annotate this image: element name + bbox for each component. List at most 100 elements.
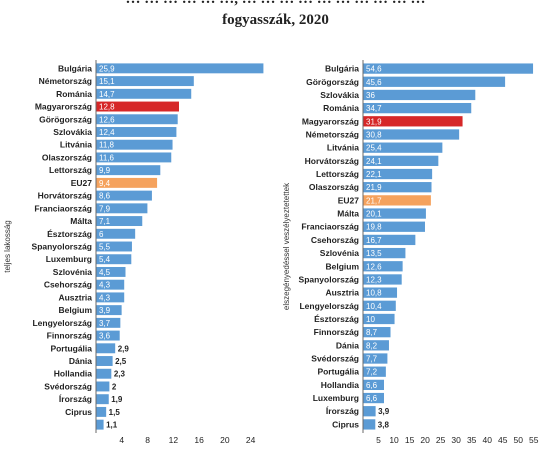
bar xyxy=(363,392,384,404)
data-label: 10,4 xyxy=(366,302,382,311)
category-label: Luxemburg xyxy=(46,254,92,264)
bar xyxy=(96,190,152,201)
category-label: Ausztria xyxy=(58,292,92,302)
category-label: Olaszország xyxy=(309,182,359,192)
x-tick-label: 30 xyxy=(451,435,461,445)
bar xyxy=(96,419,104,430)
data-label: 19,8 xyxy=(366,223,382,232)
category-label: Görögország xyxy=(39,114,92,124)
data-label: 2,3 xyxy=(114,370,126,379)
bar xyxy=(96,343,116,354)
category-label: Horvátország xyxy=(38,191,92,201)
bar xyxy=(363,327,391,338)
data-label: 20,1 xyxy=(366,210,382,219)
bar xyxy=(96,203,148,214)
bar xyxy=(96,381,110,392)
category-label: Ciprus xyxy=(332,419,359,429)
x-tick-label: 12 xyxy=(169,435,179,445)
bar xyxy=(96,101,179,112)
bar xyxy=(96,88,192,99)
data-label: 11,8 xyxy=(99,141,115,150)
data-label: 3,8 xyxy=(378,420,390,429)
data-label: 30,8 xyxy=(366,130,382,139)
category-label: Görögország xyxy=(306,77,359,87)
x-tick-label: 55 xyxy=(529,435,539,445)
bar xyxy=(96,76,194,87)
category-label: Ciprus xyxy=(65,407,92,417)
data-label: 1,1 xyxy=(106,421,118,430)
data-label: 34,7 xyxy=(366,104,382,113)
data-label: 8,7 xyxy=(366,328,378,337)
bar xyxy=(363,274,402,285)
data-label: 12,8 xyxy=(99,103,115,112)
category-label: Olaszország xyxy=(42,152,92,162)
x-tick-label: 8 xyxy=(145,435,150,445)
x-tick-label: 50 xyxy=(514,435,524,445)
data-label: 3,7 xyxy=(99,319,111,328)
bar xyxy=(96,292,125,303)
data-label: 36 xyxy=(366,91,375,100)
bar xyxy=(363,76,506,87)
category-label: EU27 xyxy=(338,195,360,205)
bar xyxy=(96,177,158,188)
y-axis-label: teljes lakosság xyxy=(3,220,12,272)
category-label: Franciaország xyxy=(301,222,359,232)
bar xyxy=(96,394,109,405)
data-label: 12,3 xyxy=(366,275,382,284)
category-label: Svédország xyxy=(44,381,92,391)
bar xyxy=(96,330,120,341)
bar xyxy=(363,419,376,430)
category-label: Málta xyxy=(70,216,92,226)
bar xyxy=(363,287,398,298)
bar xyxy=(96,228,136,239)
data-label: 11,6 xyxy=(99,153,115,162)
bar xyxy=(363,313,395,325)
bar xyxy=(96,63,264,74)
data-label: 7,9 xyxy=(99,204,111,213)
bar xyxy=(363,142,443,153)
data-label: 10,8 xyxy=(366,289,382,298)
data-label: 13,5 xyxy=(366,249,382,258)
bar xyxy=(96,368,112,379)
bar xyxy=(96,254,132,265)
data-label: 14,7 xyxy=(99,90,115,99)
category-label: Horvátország xyxy=(305,156,359,166)
category-label: Bulgária xyxy=(58,63,92,73)
bar xyxy=(363,182,432,193)
data-label: 4,3 xyxy=(99,281,111,290)
data-label: 12,4 xyxy=(99,128,115,137)
category-label: Németország xyxy=(39,76,92,86)
x-tick-label: 10 xyxy=(389,435,399,445)
category-label: Románia xyxy=(323,103,359,113)
category-label: Belgium xyxy=(58,305,92,315)
category-label: Spanyolország xyxy=(299,274,359,284)
bar xyxy=(363,234,416,246)
category-label: Szlovákia xyxy=(53,127,92,137)
category-label: Lettország xyxy=(49,165,92,175)
category-label: Hollandia xyxy=(321,380,360,390)
data-label: 21,9 xyxy=(366,183,382,192)
data-label: 16,7 xyxy=(366,236,382,245)
bar xyxy=(96,152,172,163)
data-label: 25,4 xyxy=(366,144,382,153)
data-label: 45,6 xyxy=(366,78,382,87)
category-label: Dánia xyxy=(336,340,359,350)
bar xyxy=(96,356,113,366)
bar xyxy=(363,261,403,272)
data-label: 25,9 xyxy=(99,64,115,73)
category-label: EU27 xyxy=(71,178,93,188)
data-label: 22,1 xyxy=(366,170,382,179)
bar xyxy=(363,300,396,311)
data-label: 3,6 xyxy=(99,332,111,341)
data-label: 6,6 xyxy=(366,394,378,403)
x-tick-label: 20 xyxy=(220,435,230,445)
category-label: Magyarország xyxy=(35,102,92,112)
left-bar-chart: teljes lakosság Bulgária 25,9 Németország 15… xyxy=(3,60,264,445)
category-label: Magyarország xyxy=(302,116,359,126)
category-label: Írország xyxy=(59,394,92,404)
data-label: 10 xyxy=(366,315,375,324)
bar xyxy=(96,279,125,290)
data-label: 3,9 xyxy=(378,407,390,416)
data-label: 2,9 xyxy=(118,344,130,353)
category-label: Románia xyxy=(56,89,92,99)
